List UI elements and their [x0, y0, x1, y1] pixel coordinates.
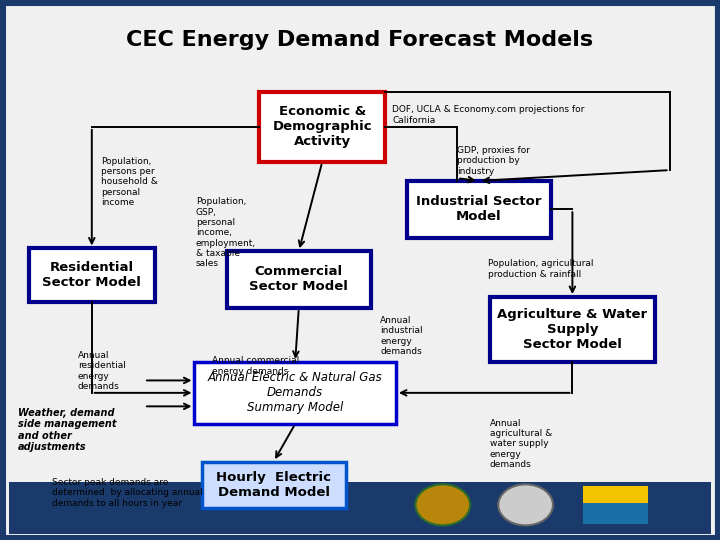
FancyBboxPatch shape: [29, 248, 155, 302]
Bar: [583, 486, 648, 524]
Text: CEC Energy Demand Forecast Models: CEC Energy Demand Forecast Models: [127, 30, 593, 51]
FancyBboxPatch shape: [490, 297, 655, 362]
Text: Population, agricultural
production & rainfall: Population, agricultural production & ra…: [488, 259, 594, 279]
Text: Annual commercial
energy demands: Annual commercial energy demands: [212, 356, 300, 376]
Circle shape: [498, 484, 553, 525]
Text: Annual
residential
energy
demands: Annual residential energy demands: [78, 351, 125, 391]
Text: Hourly  Electric
Demand Model: Hourly Electric Demand Model: [216, 471, 331, 498]
FancyBboxPatch shape: [227, 251, 371, 308]
Text: GDP, proxies for
production by
industry: GDP, proxies for production by industry: [457, 146, 530, 176]
Text: Sector peak demands are
determined  by allocating annual
demands to all hours in: Sector peak demands are determined by al…: [52, 478, 202, 508]
FancyBboxPatch shape: [194, 362, 396, 424]
Text: Annual Electric & Natural Gas
Demands
Summary Model: Annual Electric & Natural Gas Demands Su…: [208, 372, 382, 414]
Text: Economic &
Demographic
Activity: Economic & Demographic Activity: [272, 105, 372, 148]
Text: Population,
GSP,
personal
income,
employment,
& taxable
sales: Population, GSP, personal income, employ…: [196, 197, 256, 268]
Text: Commercial
Sector Model: Commercial Sector Model: [249, 266, 348, 293]
Text: DOF, UCLA & Economy.com projections for
California: DOF, UCLA & Economy.com projections for …: [392, 105, 585, 125]
Text: Weather, demand
side management
and other
adjustments: Weather, demand side management and othe…: [18, 408, 117, 453]
Bar: [583, 486, 648, 503]
Text: Industrial Sector
Model: Industrial Sector Model: [416, 195, 541, 223]
Text: Residential
Sector Model: Residential Sector Model: [42, 261, 141, 289]
Text: Annual
industrial
energy
demands: Annual industrial energy demands: [380, 316, 423, 356]
FancyBboxPatch shape: [202, 462, 346, 508]
Text: Agriculture & Water
Supply
Sector Model: Agriculture & Water Supply Sector Model: [498, 308, 647, 351]
Bar: [9, 482, 711, 534]
FancyBboxPatch shape: [407, 181, 551, 238]
FancyBboxPatch shape: [259, 92, 385, 162]
Text: Population,
persons per
household &
personal
income: Population, persons per household & pers…: [101, 157, 158, 207]
Text: Annual
agricultural &
water supply
energy
demands: Annual agricultural & water supply energ…: [490, 418, 552, 469]
Circle shape: [415, 484, 470, 525]
